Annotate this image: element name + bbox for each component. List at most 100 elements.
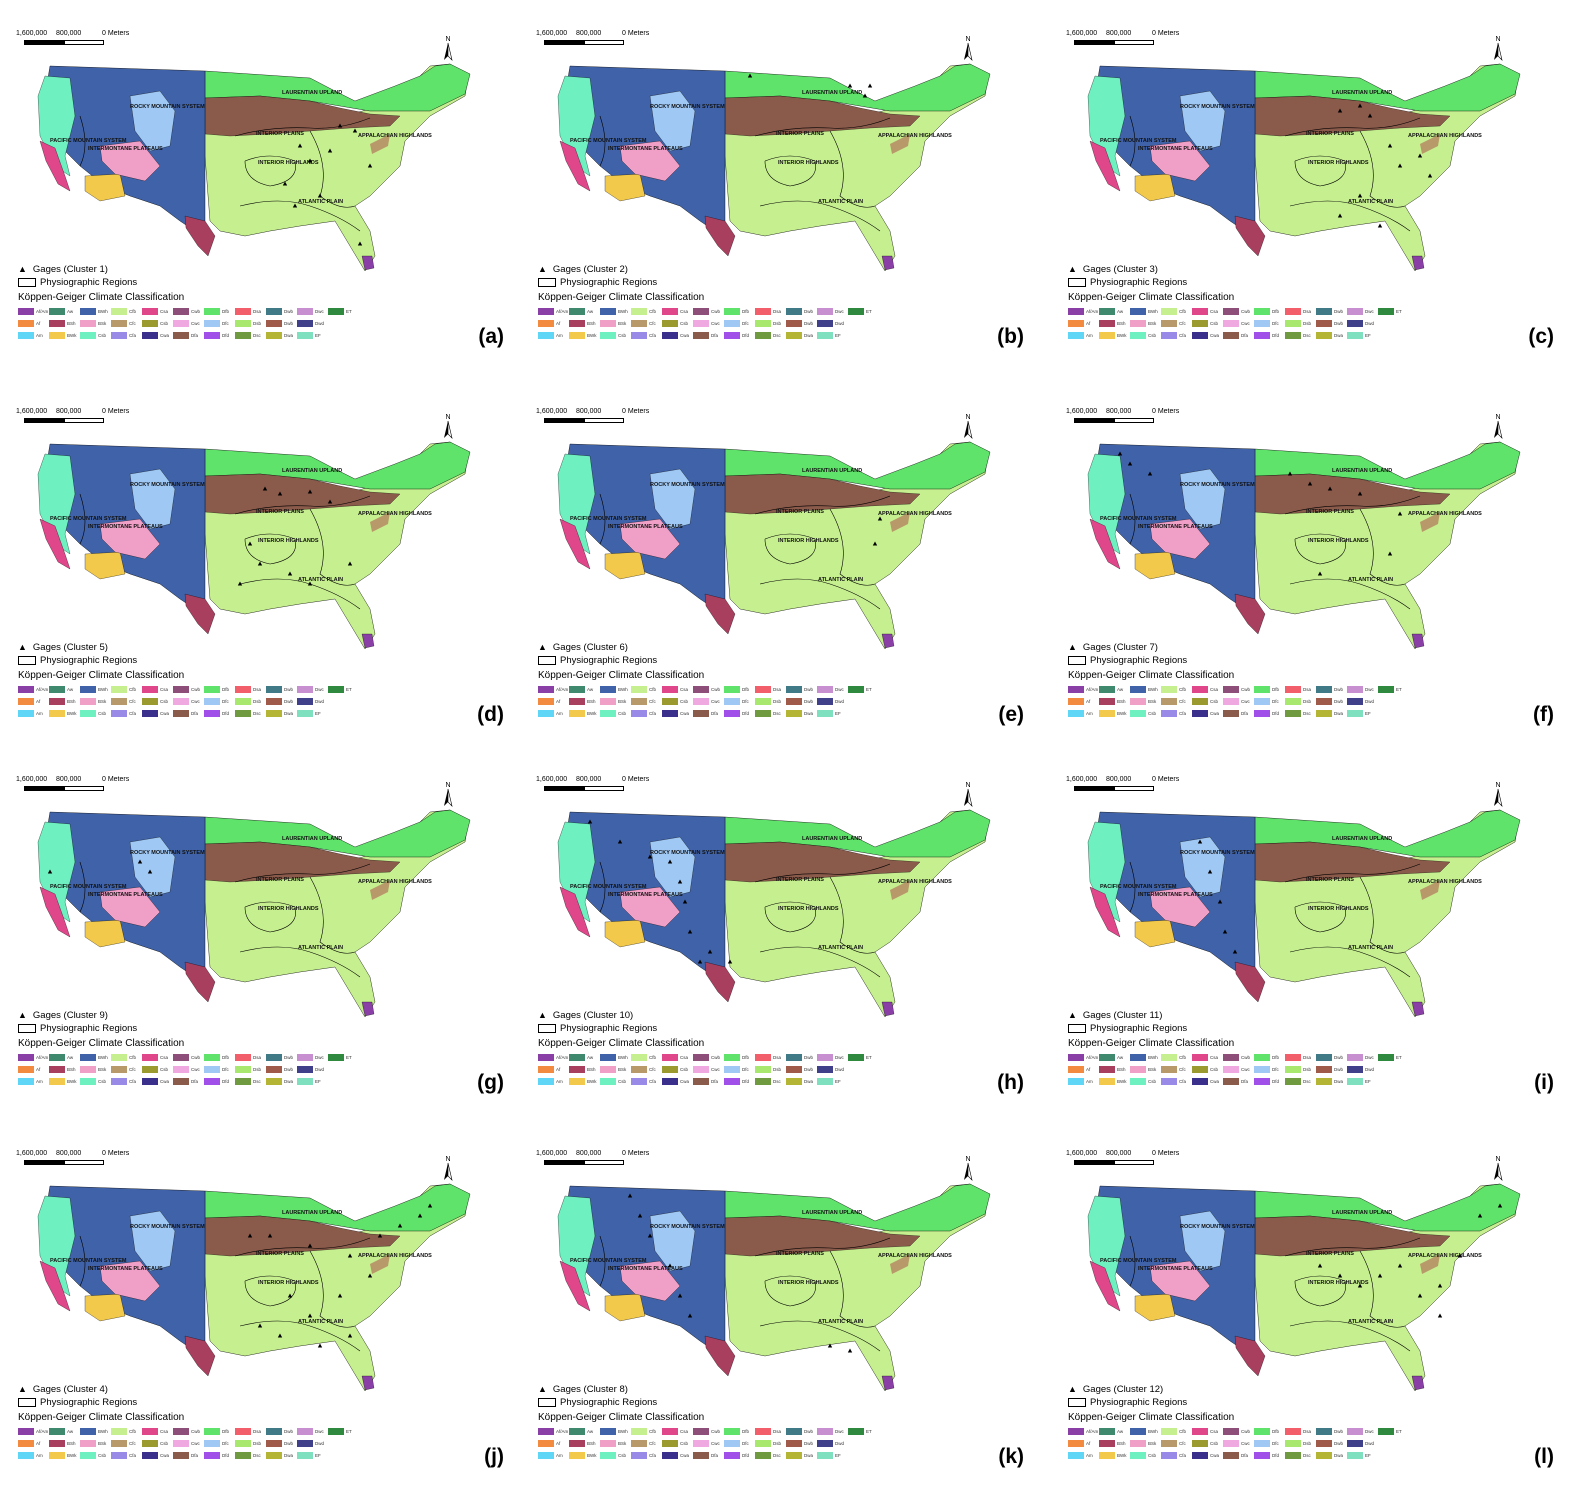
legend-gages-label: Gages (Cluster 12) [1082,1384,1164,1395]
climate-swatch-color [1099,1066,1115,1073]
gage-marker [327,499,333,504]
climate-swatch-color [631,686,647,693]
climate-swatch-label: ET [866,1055,872,1060]
label-laurentian-upland: LAURENTIAN UPLAND [1332,468,1392,474]
climate-swatch-label: BSh [67,1441,76,1446]
climate-swatch: Dwd [1347,696,1378,707]
label-atlantic-plain: ATLANTIC PLAIN [1348,577,1393,583]
climate-swatch-label: Dwa [1334,1079,1344,1084]
climate-swatch [1378,696,1409,707]
climate-swatch-color [1316,1428,1332,1435]
climate-swatch-label: BSk [618,1441,627,1446]
climate-swatch: Cwa [662,1450,693,1461]
climate-swatch-label: Cwa [1210,1079,1220,1084]
climate-swatch: Af/Am [18,684,49,695]
label-interior-highlands: INTERIOR HIGHLANDS [258,906,319,912]
legend-physio-label: Physiographic Regions [40,277,138,288]
outline-rect-icon [538,1397,556,1407]
climate-swatch-color [235,1452,251,1459]
climate-swatch-color [204,332,220,339]
physiographic-boundaries [1129,1235,1421,1352]
climate-swatch [1378,1064,1409,1075]
label-intermontane-plateaus: INTERMONTANE PLATEAUS [1138,524,1213,530]
climate-swatch: Dsb [755,318,786,329]
physiographic-boundaries [599,115,891,232]
climate-swatch-color [631,1054,647,1061]
zone-texas-bsh [1234,215,1266,257]
label-atlantic-plain: ATLANTIC PLAIN [818,1319,863,1325]
climate-swatch: Csb [142,1064,173,1075]
scale-label-right: 0 Meters [102,776,130,783]
climate-swatch-label: Csb [1148,333,1157,338]
climate-swatch: Csb [80,1076,111,1087]
scale-segment-white [584,40,624,45]
climate-swatch-label: Dfb [1272,687,1280,692]
climate-swatch-label: BWk [67,711,77,716]
gage-marker [317,1343,323,1348]
scale-label-mid: 800,000 [576,1150,602,1157]
climate-swatch-color [1254,710,1270,717]
us-map: LAURENTIAN UPLAND ROCKY MOUNTAIN SYSTEM … [557,809,991,1018]
climate-swatch-label: Af/Am [556,687,569,692]
gage-marker [282,181,288,186]
climate-swatch: BSh [49,1438,80,1449]
north-label: N [1495,782,1500,789]
climate-swatch-color [1223,308,1239,315]
climate-swatch-color [49,1428,65,1435]
climate-swatch-label: Dfd [1272,1079,1280,1084]
climate-swatch-color [142,320,158,327]
climate-swatch: Cfb [1161,1052,1192,1063]
climate-swatch-label: Af [36,321,41,326]
label-intermontane-plateaus: INTERMONTANE PLATEAUS [608,892,683,898]
climate-swatch-label: BSk [618,1067,627,1072]
region-labels: LAURENTIAN UPLAND ROCKY MOUNTAIN SYSTEM … [1100,90,1482,205]
climate-swatch-color [817,1440,833,1447]
climate-swatch-label: Cwb [711,309,721,314]
zone-florida-am [1411,1001,1425,1017]
scale-segment-black [544,1160,584,1165]
climate-swatch-label: Dfd [222,1453,230,1458]
climate-swatch: Dwb [786,1438,817,1449]
climate-swatch: Am [538,1450,569,1461]
climate-swatch [1378,1450,1409,1461]
climate-swatch-label: Csb [98,1453,107,1458]
zone-mountain-dfc [129,836,176,898]
climate-swatch: Dfa [173,1450,204,1461]
climate-swatch-color [786,686,802,693]
climate-swatch: Dwb [786,318,817,329]
climate-swatch: Cwb [693,684,724,695]
map-panel-i: 1,600,000 800,000 0 Meters N [1060,776,1560,1126]
climate-swatch: Dwc [817,1052,848,1063]
scale-bar: 1,600,000 800,000 0 Meters [536,408,676,438]
gage-marker [247,1233,253,1238]
climate-swatch-label: Dfb [1272,1429,1280,1434]
legend-physio: Physiographic Regions [1068,1022,1488,1036]
legend-gages-label: Gages (Cluster 9) [32,1010,108,1021]
climate-swatch: BWh [80,684,111,695]
scale-bar: 1,600,000 800,000 0 Meters [16,1150,156,1180]
climate-swatch-label: Dfa [191,1079,199,1084]
climate-swatch-label: Am [1086,1079,1093,1084]
climate-swatch-label: BSk [1148,321,1157,326]
gage-marker [352,128,358,133]
panel-tag: (a) [478,325,504,348]
climate-swatch-grid: Af/Am Aw BWh Cfb Csa Cwb Dfb Dsa Dwb Dwc ET Af BSh BS… [18,1052,438,1087]
scale-label-right: 0 Meters [102,30,130,37]
climate-swatch-label: Cfb [1179,309,1187,314]
north-arrow-icon: N [444,1156,453,1181]
north-arrow-icon: N [964,782,973,807]
climate-swatch-label: BWk [1117,1453,1127,1458]
zone-plains-dfa [724,1215,921,1257]
climate-swatch-color [848,698,864,705]
climate-swatch-color [538,1452,554,1459]
zone-mountain-dfc [129,90,176,152]
climate-swatch: Dfd [204,708,235,719]
climate-swatch-color [569,1078,585,1085]
climate-swatch-color [142,1452,158,1459]
climate-swatch-label: Dwa [804,1079,814,1084]
climate-swatch-label: BSk [1148,1441,1157,1446]
climate-swatch: Csb [1192,696,1223,707]
label-appalachian-highlands: APPALACHIAN HIGHLANDS [878,133,952,139]
gage-marker [277,1333,283,1338]
climate-swatch-label: Cwc [191,321,200,326]
